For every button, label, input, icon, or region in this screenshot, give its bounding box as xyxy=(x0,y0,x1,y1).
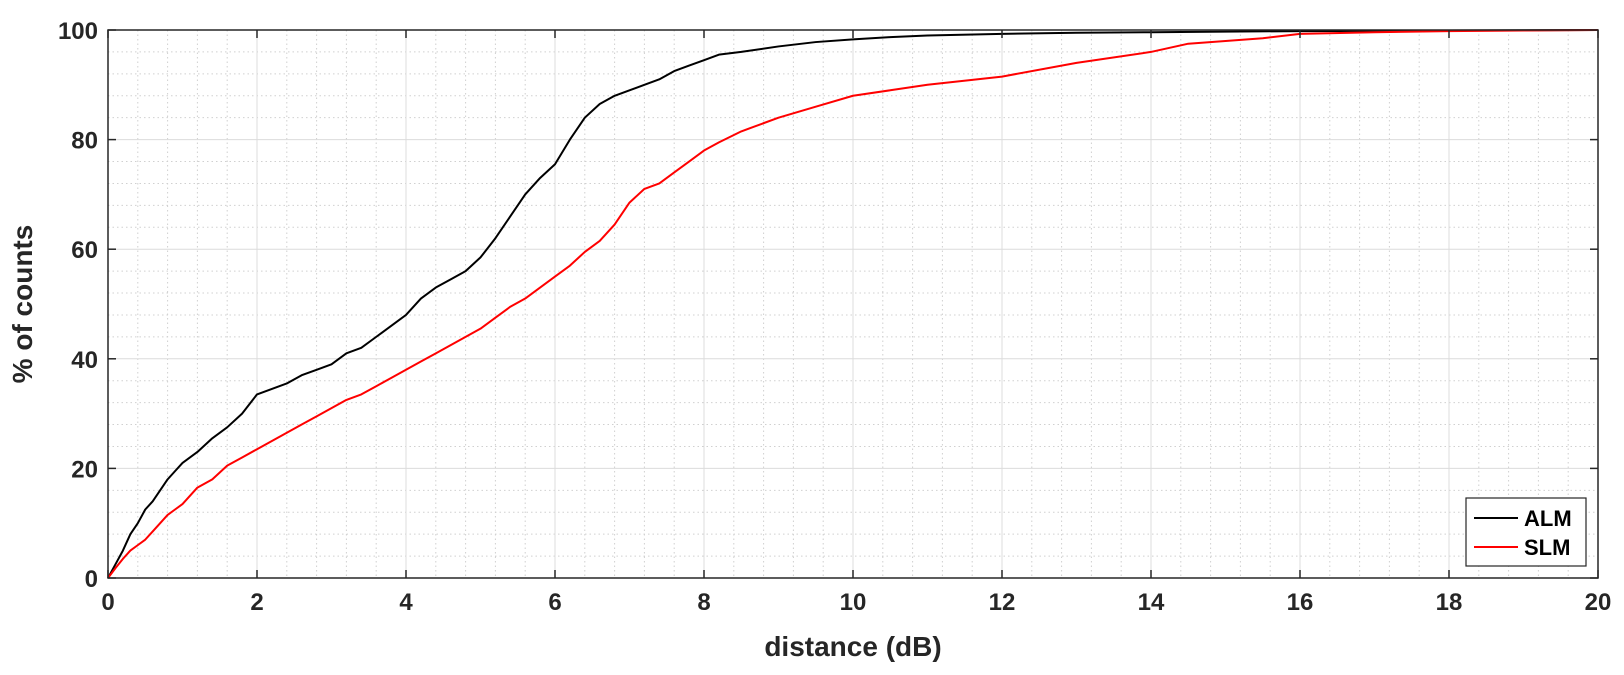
y-tick-label: 0 xyxy=(85,566,98,593)
x-tick-label: 12 xyxy=(989,589,1016,616)
x-tick-label: 14 xyxy=(1138,589,1165,616)
series-line-slm xyxy=(107,29,1599,579)
legend-label-alm: ALM xyxy=(1524,506,1572,531)
legend-label-slm: SLM xyxy=(1524,535,1570,560)
x-tick-label: 6 xyxy=(548,589,561,616)
x-tick-label: 2 xyxy=(250,589,263,616)
x-tick-label: 20 xyxy=(1585,589,1612,616)
x-tick-label: 10 xyxy=(840,589,867,616)
x-tick-label: 16 xyxy=(1287,589,1314,616)
x-tick-labels: 0 2 4 6 8 10 12 14 16 18 20 xyxy=(101,589,1611,616)
y-tick-label: 100 xyxy=(58,18,98,45)
y-tick-label: 60 xyxy=(71,237,98,264)
y-tick-labels: 0 20 40 60 80 100 xyxy=(58,18,98,593)
tick-marks xyxy=(107,29,1599,579)
y-tick-label: 80 xyxy=(71,128,98,155)
x-tick-label: 0 xyxy=(101,589,114,616)
y-tick-label: 20 xyxy=(71,456,98,483)
legend-box xyxy=(1465,497,1587,567)
x-tick-label: 8 xyxy=(697,589,710,616)
x-tick-label: 4 xyxy=(399,589,413,616)
series-line-alm xyxy=(107,29,1599,579)
x-tick-label: 18 xyxy=(1436,589,1463,616)
legend: ALM SLM xyxy=(1465,497,1587,567)
minor-grid xyxy=(108,30,1598,578)
y-tick-label: 40 xyxy=(71,347,98,374)
x-axis-label: distance (dB) xyxy=(764,631,941,662)
y-axis-label: % of counts xyxy=(7,225,38,384)
series-layer xyxy=(107,29,1599,579)
